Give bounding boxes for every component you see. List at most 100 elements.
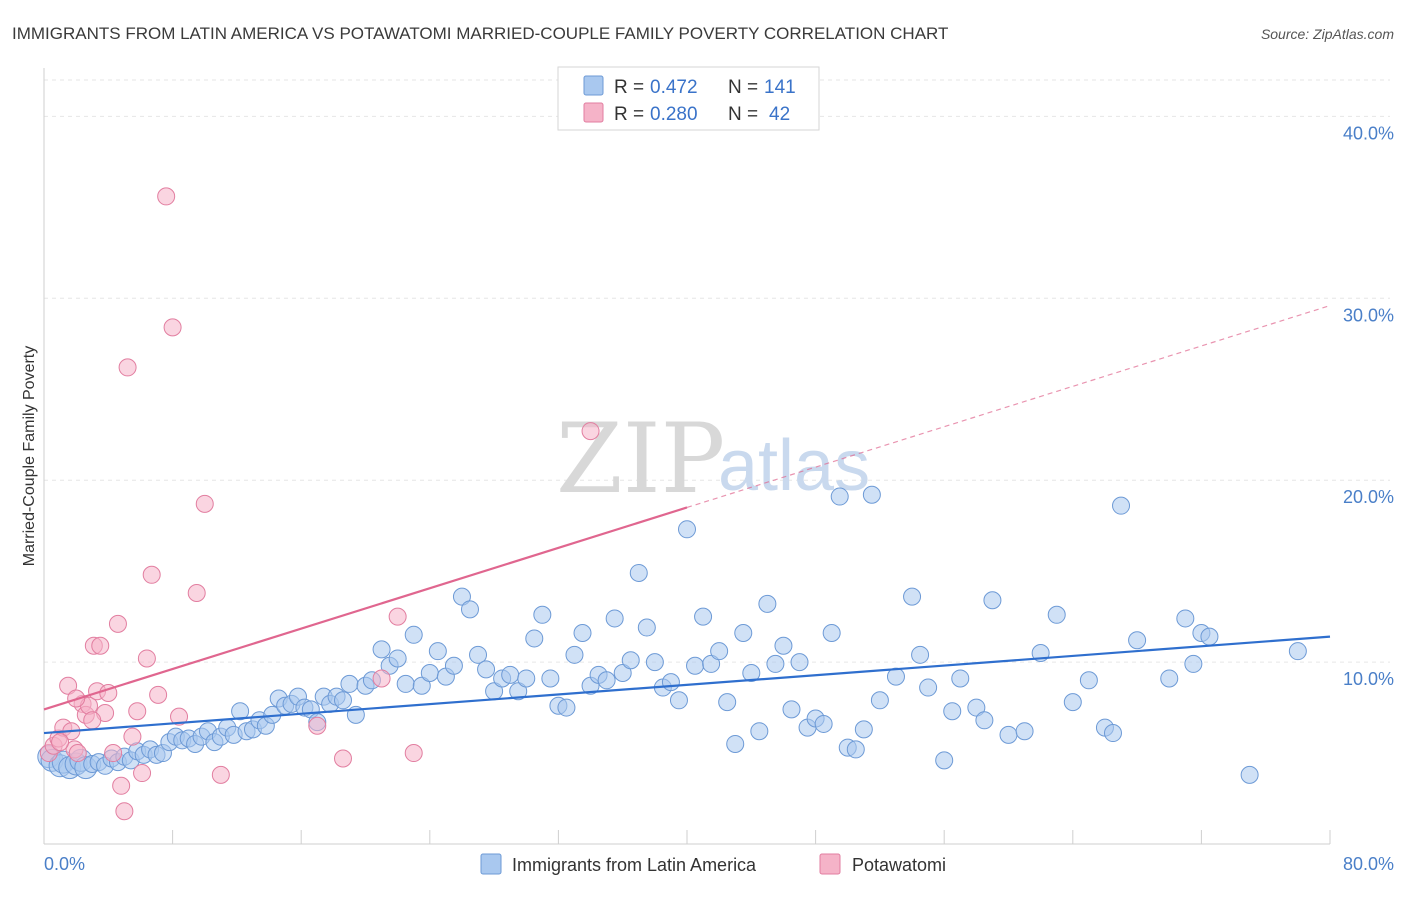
point-immigrants-64: [469, 645, 488, 664]
point-potawatomi-16: [104, 744, 123, 763]
point-immigrants-72: [533, 605, 552, 624]
stats-legend-r-label-pink: R =: [614, 104, 644, 125]
point-immigrants-93: [702, 654, 721, 673]
point-potawatomi-31: [195, 494, 214, 513]
point-immigrants-124: [983, 591, 1002, 610]
bottom-legend-swatch-immigrants: [480, 853, 502, 875]
x-tick-max: 80.0%: [1343, 854, 1394, 874]
point-immigrants-59: [428, 642, 447, 661]
point-immigrants-136: [1176, 609, 1195, 628]
point-immigrants-71: [525, 629, 544, 648]
point-immigrants-135: [1160, 669, 1179, 688]
point-immigrants-81: [605, 609, 624, 628]
point-immigrants-129: [1063, 693, 1082, 712]
point-potawatomi-25: [142, 565, 161, 584]
point-immigrants-80: [597, 671, 616, 690]
point-immigrants-103: [782, 700, 801, 719]
point-immigrants-132: [1103, 724, 1122, 743]
point-immigrants-108: [822, 623, 841, 642]
point-immigrants-123: [975, 711, 994, 730]
point-immigrants-125: [999, 725, 1018, 744]
point-potawatomi-38: [581, 422, 600, 441]
point-potawatomi-19: [115, 802, 134, 821]
point-immigrants-85: [637, 618, 656, 637]
point-immigrants-100: [758, 594, 777, 613]
point-immigrants-76: [565, 645, 584, 664]
x-tick-min: 0.0%: [44, 854, 85, 874]
stats-legend-n-value-pink: 42: [769, 104, 790, 125]
point-immigrants-122: [967, 698, 986, 717]
point-immigrants-89: [669, 691, 688, 710]
point-immigrants-117: [911, 645, 930, 664]
point-immigrants-114: [870, 691, 889, 710]
point-immigrants-83: [621, 651, 640, 670]
point-immigrants-121: [951, 669, 970, 688]
point-immigrants-73: [541, 669, 560, 688]
y-tick-label-0: 10.0%: [1343, 669, 1394, 689]
point-potawatomi-29: [170, 707, 189, 726]
point-immigrants-61: [444, 656, 463, 675]
point-potawatomi-22: [128, 702, 147, 721]
point-immigrants-92: [694, 607, 713, 626]
point-immigrants-88: [661, 673, 680, 692]
point-immigrants-126: [1015, 722, 1034, 741]
point-immigrants-56: [404, 625, 423, 644]
point-immigrants-102: [774, 636, 793, 655]
point-immigrants-113: [862, 485, 881, 504]
stats-legend-n-label-pink: N =: [728, 104, 758, 125]
point-potawatomi-17: [108, 614, 127, 633]
point-immigrants-62: [452, 587, 471, 606]
point-immigrants-70: [517, 669, 536, 688]
point-potawatomi-23: [133, 764, 152, 783]
point-immigrants-54: [388, 649, 407, 668]
point-potawatomi-34: [333, 749, 352, 768]
point-potawatomi-24: [137, 649, 156, 668]
point-immigrants-116: [903, 587, 922, 606]
point-immigrants-137: [1184, 654, 1203, 673]
point-potawatomi-32: [211, 765, 230, 784]
point-immigrants-104: [790, 653, 809, 672]
stats-legend-r-value-blue: 0.472: [650, 77, 698, 98]
axes: [43, 68, 1331, 845]
point-immigrants-65: [477, 660, 496, 679]
point-immigrants-55: [396, 674, 415, 693]
point-immigrants-58: [420, 664, 439, 683]
point-immigrants-95: [718, 693, 737, 712]
chart-title: IMMIGRANTS FROM LATIN AMERICA VS POTAWAT…: [12, 24, 948, 43]
point-immigrants-101: [766, 654, 785, 673]
point-immigrants-90: [678, 520, 696, 539]
point-immigrants-139: [1200, 627, 1219, 646]
point-immigrants-128: [1047, 605, 1066, 624]
trend-line-potawatomi: [43, 506, 688, 711]
y-tick-label-2: 30.0%: [1343, 305, 1394, 325]
y-tick-label-1: 20.0%: [1343, 487, 1394, 507]
point-immigrants-133: [1112, 496, 1131, 515]
point-immigrants-107: [814, 714, 833, 733]
point-immigrants-77: [573, 623, 592, 642]
bottom-legend-label-potawatomi: Potawatomi: [852, 855, 946, 875]
point-immigrants-91: [686, 656, 705, 675]
point-potawatomi-18: [112, 776, 131, 795]
bottom-legend-swatch-potawatomi: [819, 853, 841, 875]
point-potawatomi-28: [163, 318, 182, 337]
data-points: [37, 187, 1307, 821]
point-potawatomi-36: [388, 607, 407, 626]
point-immigrants-99: [750, 722, 769, 741]
point-potawatomi-7: [68, 744, 87, 763]
stats-legend-r-label-blue: R =: [614, 77, 644, 98]
point-immigrants-96: [726, 734, 745, 753]
bottom-legend: Immigrants from Latin America Potawatomi: [480, 853, 946, 875]
point-potawatomi-26: [149, 685, 168, 704]
point-immigrants-84: [629, 563, 648, 582]
point-immigrants-57: [412, 676, 431, 695]
point-immigrants-119: [935, 751, 954, 770]
point-immigrants-47: [333, 691, 352, 710]
point-immigrants-94: [710, 642, 729, 661]
stats-legend-n-label-blue: N =: [728, 77, 758, 98]
trend-line-immigrants: [43, 635, 1331, 735]
point-immigrants-130: [1079, 671, 1098, 690]
point-potawatomi-41: [83, 711, 102, 730]
y-axis-label: Married-Couple Family Poverty: [21, 346, 38, 567]
point-immigrants-118: [919, 678, 938, 697]
point-immigrants-69: [509, 682, 528, 701]
